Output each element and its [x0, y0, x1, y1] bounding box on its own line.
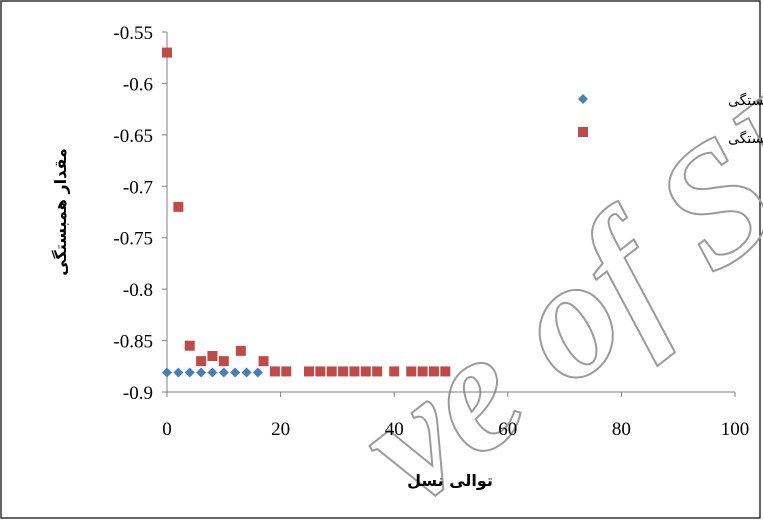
- mean-correlation-point: [258, 356, 269, 367]
- legend-marker-mean: [578, 127, 588, 137]
- mean-correlation-point: [269, 366, 280, 377]
- x-tick-label: 40: [385, 419, 404, 440]
- mean-correlation-point: [440, 366, 451, 377]
- best-correlation-point: [241, 367, 252, 378]
- y-axis-title: مقدار همبستگی: [51, 148, 70, 276]
- y-ticks: -0.55 -0.6 -0.65 -0.7 -0.75 -0.8 -0.85 -0.9: [113, 23, 167, 404]
- mean-correlation-point: [235, 345, 246, 356]
- x-axis-title: توالی نسل: [407, 471, 493, 490]
- x-tick-label: 20: [271, 419, 290, 440]
- x-tick-label: 100: [721, 419, 750, 440]
- mean-correlation-point: [389, 366, 400, 377]
- mean-correlation-point: [372, 366, 383, 377]
- mean-correlation-point: [338, 366, 349, 377]
- mean-correlation-point: [417, 366, 428, 377]
- mean-correlation-point: [218, 356, 229, 367]
- mean-correlation-point: [173, 201, 184, 212]
- best-correlation-point: [218, 367, 229, 378]
- y-tick-label: -0.6: [123, 74, 153, 95]
- legend-marker-best: [578, 94, 588, 104]
- best-correlation-point: [173, 367, 184, 378]
- legend: بهترین همبستگی میانگین همبستگی: [578, 92, 763, 147]
- mean-correlation-point: [326, 366, 337, 377]
- y-tick-label: -0.8: [123, 280, 153, 301]
- best-correlation-point: [252, 367, 263, 378]
- y-tick-label: -0.75: [113, 229, 153, 250]
- x-tick-label: 0: [162, 419, 172, 440]
- mean-correlation-point: [196, 356, 207, 367]
- mean-correlation-point: [304, 366, 314, 377]
- best-correlation-point: [184, 367, 195, 378]
- mean-correlation-point: [281, 366, 292, 377]
- x-tick-label: 60: [498, 419, 517, 440]
- mean-correlation-point: [315, 366, 326, 377]
- mean-correlation-point: [184, 340, 195, 351]
- mean-correlation-point: [207, 351, 218, 361]
- y-tick-label: -0.65: [113, 126, 153, 147]
- y-tick-label: -0.55: [113, 23, 153, 44]
- y-tick-label: -0.9: [123, 383, 153, 404]
- best-correlation-point: [196, 367, 207, 378]
- best-correlation-point: [162, 367, 172, 378]
- mean-correlation-point: [162, 47, 172, 58]
- mean-correlation-point: [360, 366, 371, 377]
- mean-correlation-point: [406, 366, 417, 377]
- x-ticks: 0 20 40 60 80 100: [162, 392, 749, 440]
- legend-label-mean: میانگین همبستگی: [728, 130, 763, 147]
- mean-correlation-point: [349, 366, 360, 377]
- best-correlation-point: [230, 367, 241, 378]
- x-tick-label: 80: [612, 419, 631, 440]
- best-correlation-point: [207, 367, 218, 378]
- y-tick-label: -0.7: [123, 177, 153, 198]
- legend-label-best: بهترین همبستگی: [728, 92, 763, 109]
- data-points: [162, 47, 451, 378]
- mean-correlation-point: [428, 366, 439, 377]
- y-tick-label: -0.85: [113, 332, 153, 353]
